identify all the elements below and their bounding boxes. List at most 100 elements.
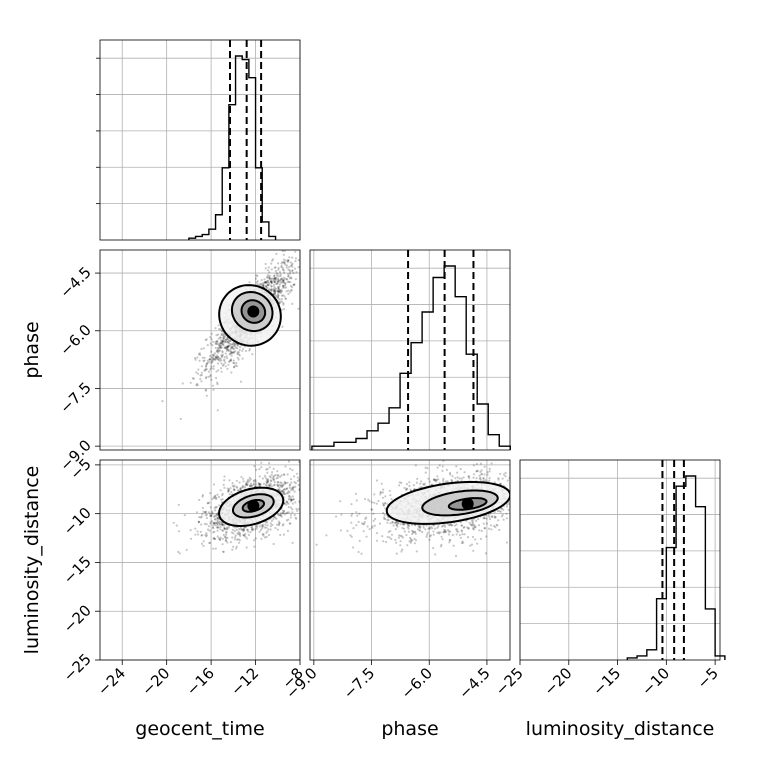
sample-point	[485, 535, 488, 538]
sample-point	[243, 485, 247, 488]
sample-point	[234, 350, 237, 353]
sample-point	[218, 522, 221, 525]
sample-point	[287, 518, 290, 521]
sample-point	[438, 464, 441, 467]
sample-point	[219, 346, 222, 349]
sample-point	[287, 502, 290, 505]
sample-point	[216, 519, 219, 523]
sample-point	[274, 516, 277, 519]
sample-point	[292, 485, 295, 488]
sample-point	[232, 361, 235, 364]
sample-point	[244, 535, 247, 538]
sample-point	[525, 471, 527, 473]
sample-point	[381, 491, 385, 494]
sample-point	[279, 514, 282, 517]
sample-point	[395, 523, 399, 527]
sample-point	[477, 524, 481, 527]
sample-point	[303, 259, 305, 261]
sample-point	[292, 486, 295, 489]
sample-point	[276, 274, 279, 277]
sample-point	[291, 262, 294, 265]
sample-point	[286, 492, 290, 495]
sample-point	[222, 336, 225, 339]
sample-point	[282, 473, 285, 476]
sample-point	[288, 495, 291, 498]
sample-point	[282, 285, 285, 288]
sample-point	[475, 470, 478, 473]
sample-point	[295, 248, 297, 250]
sample-point	[293, 267, 297, 270]
sample-point	[212, 388, 215, 391]
sample-point	[403, 523, 406, 526]
sample-point	[215, 376, 218, 380]
sample-point	[256, 283, 259, 286]
sample-point	[450, 479, 453, 482]
sample-point	[510, 522, 512, 524]
sample-point	[365, 516, 368, 519]
sample-point	[262, 534, 265, 537]
sample-point	[227, 363, 230, 366]
sample-point	[282, 509, 285, 513]
sample-point	[447, 530, 451, 533]
sample-point	[276, 290, 279, 293]
sample-point	[448, 539, 451, 542]
sample-point	[463, 533, 466, 536]
sample-point	[246, 483, 249, 486]
sample-point	[224, 347, 227, 350]
sample-point	[205, 364, 208, 367]
sample-point	[358, 539, 361, 543]
sample-point	[289, 516, 292, 519]
sample-point	[226, 346, 229, 349]
sample-point	[407, 527, 410, 530]
sample-point	[472, 549, 475, 552]
sample-point	[442, 481, 445, 484]
sample-point	[218, 349, 222, 352]
sample-point	[208, 358, 211, 361]
sample-point	[268, 283, 271, 286]
sample-point	[277, 280, 280, 283]
sample-point	[199, 530, 202, 534]
sample-point	[382, 502, 385, 505]
sample-point	[196, 384, 199, 387]
sample-point	[212, 524, 215, 527]
sample-point	[274, 294, 277, 297]
sample-point	[214, 515, 218, 518]
sample-point	[349, 534, 352, 537]
sample-point	[368, 528, 371, 531]
sample-point	[523, 503, 525, 505]
sample-point	[254, 537, 257, 540]
sample-point	[273, 474, 276, 478]
sample-point	[216, 362, 220, 365]
sample-point	[211, 511, 214, 515]
sample-point	[172, 521, 175, 524]
sample-point	[220, 523, 223, 526]
sample-point	[448, 472, 452, 475]
sample-point	[267, 483, 270, 486]
sample-point	[249, 485, 252, 488]
sample-point	[281, 261, 284, 264]
sample-point	[264, 523, 267, 526]
sample-point	[277, 275, 280, 278]
sample-point	[267, 274, 270, 277]
sample-point	[281, 492, 284, 495]
sample-point	[276, 294, 280, 297]
sample-point	[253, 482, 256, 485]
sample-point	[384, 518, 387, 521]
sample-point	[292, 498, 295, 501]
sample-point	[264, 281, 267, 284]
sample-point	[296, 479, 299, 483]
sample-point	[272, 283, 275, 286]
sample-point	[212, 358, 215, 361]
sample-point	[223, 486, 226, 489]
sample-point	[216, 356, 219, 359]
sample-point	[228, 353, 231, 356]
sample-point	[223, 479, 226, 482]
sample-point	[452, 544, 455, 547]
sample-point	[291, 495, 295, 498]
sample-point	[374, 517, 377, 521]
sample-point	[226, 487, 229, 490]
sample-point	[255, 281, 258, 284]
sample-point	[513, 501, 515, 503]
sample-point	[223, 475, 226, 478]
sample-point	[300, 267, 302, 269]
